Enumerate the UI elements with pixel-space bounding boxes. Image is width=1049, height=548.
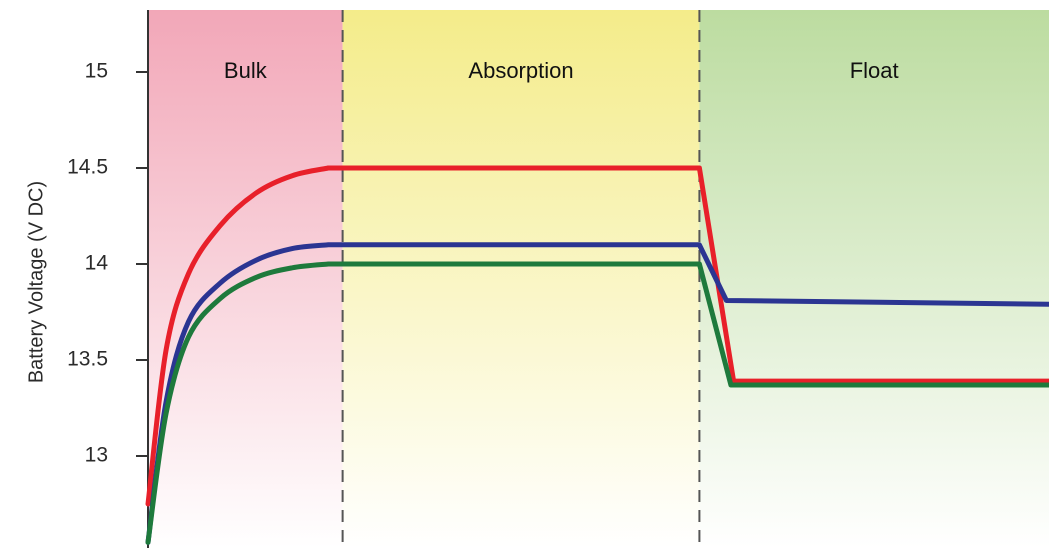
phase-bands bbox=[148, 10, 1049, 548]
phase-label-bulk: Bulk bbox=[224, 58, 268, 83]
phase-label-absorption: Absorption bbox=[468, 58, 573, 83]
series-line-1 bbox=[145, 165, 1049, 507]
phase-band-float bbox=[699, 10, 1049, 548]
phase-band-bulk bbox=[148, 10, 343, 548]
y-tick-label: 13 bbox=[85, 444, 108, 467]
y-tick-label: 14.5 bbox=[67, 156, 108, 179]
y-axis: 13 13.5 14 14.5 15 bbox=[67, 10, 149, 548]
phase-dividers bbox=[341, 10, 701, 548]
y-tick-label: 14 bbox=[85, 252, 109, 275]
phase-band-absorption bbox=[342, 10, 700, 548]
y-axis-title: Battery Voltage (V DC) bbox=[25, 181, 47, 383]
y-tick-label: 13.5 bbox=[67, 348, 108, 371]
phase-label-float: Float bbox=[850, 58, 899, 83]
y-tick-label: 15 bbox=[85, 60, 108, 83]
series-lines bbox=[145, 165, 1049, 545]
phase-labels: Bulk Absorption Float bbox=[224, 58, 899, 83]
series-line-3 bbox=[145, 261, 1049, 545]
